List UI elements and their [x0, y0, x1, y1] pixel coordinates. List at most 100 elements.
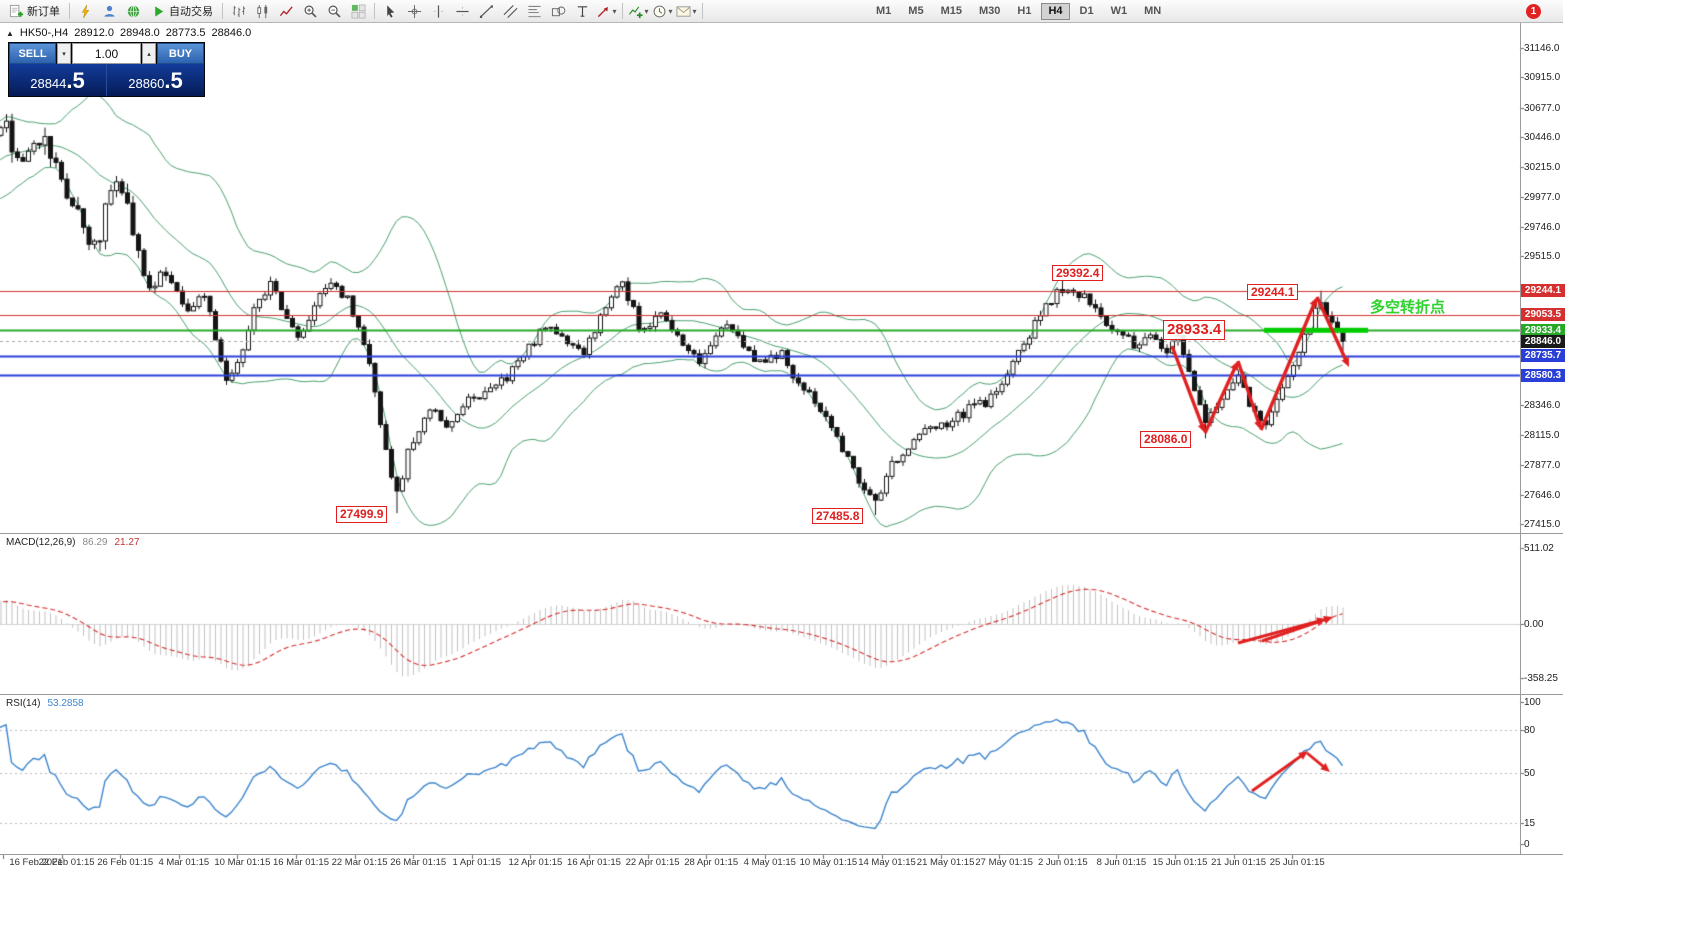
timeframe-m15-button[interactable]: M15: [940, 5, 962, 17]
price-callout-label[interactable]: 28933.4: [1163, 320, 1226, 341]
price-callout-label[interactable]: 27485.8: [812, 507, 864, 525]
timeframe-d1-button[interactable]: D1: [1079, 5, 1094, 17]
macd-axis-label: 0.00: [1524, 619, 1544, 631]
sell-price-display[interactable]: 28844.5: [9, 64, 106, 96]
time-axis-label: 22 Apr 01:15: [625, 857, 680, 868]
timeframe-h1-button[interactable]: H1: [1017, 5, 1032, 17]
text-tool-button[interactable]: [571, 2, 594, 21]
channel-icon: [503, 4, 518, 19]
cursor-icon: [383, 4, 398, 19]
time-axis-label: 26 Feb 01:15: [97, 857, 154, 868]
macd-main-value: 86.29: [82, 537, 108, 548]
user-profile-button[interactable]: [98, 2, 121, 21]
zoom-in-button[interactable]: [299, 2, 322, 21]
shapes-tool-button[interactable]: [547, 2, 570, 21]
toolbar-separator: [702, 3, 703, 19]
channel-tool-button[interactable]: [499, 2, 522, 21]
time-axis-label: 25 Jun 01:15: [1269, 857, 1325, 868]
panel-separator[interactable]: [0, 854, 1563, 855]
timeframe-m1-button[interactable]: M1: [876, 5, 892, 17]
horizontal-line-tool-button[interactable]: [451, 2, 474, 21]
bar-chart-icon: [231, 4, 246, 19]
sell-price-large: .5: [66, 68, 85, 93]
price-level-label: 28580.3: [1521, 368, 1565, 382]
price-axis-label: 27877.0: [1524, 460, 1561, 472]
crosshair-icon: [407, 4, 422, 19]
time-axis-label: 28 Apr 01:15: [684, 857, 739, 868]
ohlc-low: 28773.5: [165, 27, 206, 39]
timeframe-mn-button[interactable]: MN: [1144, 5, 1162, 17]
globe-icon: [126, 4, 141, 19]
one-click-collapse-arrow[interactable]: ▲: [6, 28, 14, 38]
price-level-label: 29244.1: [1521, 284, 1565, 298]
price-callout-label[interactable]: 27499.9: [336, 506, 388, 523]
time-axis-label: 27 May 01:15: [975, 857, 1033, 868]
line-chart-mode-button[interactable]: [275, 2, 298, 21]
price-axis-label: 28115.0: [1524, 429, 1560, 441]
template-selector-button[interactable]: ▾: [675, 2, 698, 21]
clock-icon: [652, 4, 667, 19]
volume-input[interactable]: [72, 43, 141, 64]
price-callout-label[interactable]: 29392.4: [1052, 264, 1104, 282]
volume-decrease-button[interactable]: ▾: [57, 43, 71, 64]
hline-icon: [455, 4, 470, 19]
vline-icon: [431, 4, 446, 19]
vertical-line-tool-button[interactable]: [427, 2, 450, 21]
price-callout-label[interactable]: 29244.1: [1247, 283, 1299, 301]
main-toolbar: 新订单 自动交易 ▾ ▾ ▾ ▾ M1 M5 M15 M30 H1 H4 D1 W1 MN 1: [0, 0, 1563, 23]
timeframe-m30-button[interactable]: M30: [978, 5, 1001, 17]
buy-price-prefix: 28860: [128, 76, 165, 91]
price-axis-label: 30677.0: [1524, 102, 1561, 114]
buy-button[interactable]: BUY: [157, 43, 204, 64]
bar-chart-mode-button[interactable]: [227, 2, 250, 21]
trendline-tool-button[interactable]: [475, 2, 498, 21]
time-axis-label: 22 Mar 01:15: [331, 857, 388, 868]
price-axis-label: 29977.0: [1524, 192, 1561, 204]
arrows-tool-button[interactable]: ▾: [595, 2, 618, 21]
chevron-down-icon: ▾: [644, 6, 649, 16]
rsi-value: 53.2858: [47, 698, 84, 709]
chevron-down-icon: ▾: [692, 6, 697, 16]
price-axis-label: 27646.0: [1524, 489, 1561, 501]
indicators-list-button[interactable]: ▾: [627, 2, 650, 21]
notification-badge[interactable]: 1: [1526, 3, 1541, 19]
turning-point-annotation[interactable]: 多空转折点: [1370, 299, 1446, 316]
price-level-label: 29053.5: [1521, 308, 1565, 322]
new-order-button[interactable]: 新订单: [4, 2, 65, 21]
chart-area[interactable]: [0, 0, 1563, 947]
volume-increase-button[interactable]: ▴: [142, 43, 156, 64]
crosshair-tool-button[interactable]: [403, 2, 426, 21]
timeframe-h4-button[interactable]: H4: [1041, 2, 1070, 20]
panel-separator[interactable]: [0, 533, 1563, 534]
buy-price-large: .5: [164, 68, 183, 93]
price-callout-label[interactable]: 28086.0: [1140, 431, 1192, 448]
auto-trading-button[interactable]: 自动交易: [146, 2, 218, 21]
timeframe-w1-button[interactable]: W1: [1110, 5, 1128, 17]
trendline-icon: [479, 4, 494, 19]
price-axis-label: 29746.0: [1524, 221, 1561, 233]
play-icon: [151, 4, 166, 19]
period-selector-button[interactable]: ▾: [651, 2, 674, 21]
macd-indicator-label: MACD(12,26,9) 86.29 21.27: [6, 537, 140, 548]
time-axis-label: 21 Jun 01:15: [1211, 857, 1267, 868]
shapes-icon: [551, 4, 566, 19]
panel-separator[interactable]: [0, 694, 1563, 695]
time-axis-label: 4 Mar 01:15: [158, 857, 210, 868]
new-order-label: 新订单: [27, 6, 60, 18]
market-button[interactable]: [122, 2, 145, 21]
buy-price-display[interactable]: 28860.5: [106, 64, 204, 96]
fibonacci-tool-button[interactable]: [523, 2, 546, 21]
sell-button[interactable]: SELL: [9, 43, 56, 64]
time-axis-label: 14 May 01:15: [858, 857, 916, 868]
candle-chart-mode-button[interactable]: [251, 2, 274, 21]
cursor-tool-button[interactable]: [379, 2, 402, 21]
tile-windows-button[interactable]: [347, 2, 370, 21]
mql5-community-button[interactable]: [74, 2, 97, 21]
sell-price-prefix: 28844: [30, 76, 67, 91]
timeframe-m5-button[interactable]: M5: [908, 5, 924, 17]
price-axis-label: 28346.0: [1524, 400, 1561, 412]
rsi-axis-label: 0: [1524, 839, 1530, 850]
zoom-out-button[interactable]: [323, 2, 346, 21]
ohlc-open: 28912.0: [74, 27, 114, 39]
time-axis-label: 15 Jun 01:15: [1152, 857, 1208, 868]
